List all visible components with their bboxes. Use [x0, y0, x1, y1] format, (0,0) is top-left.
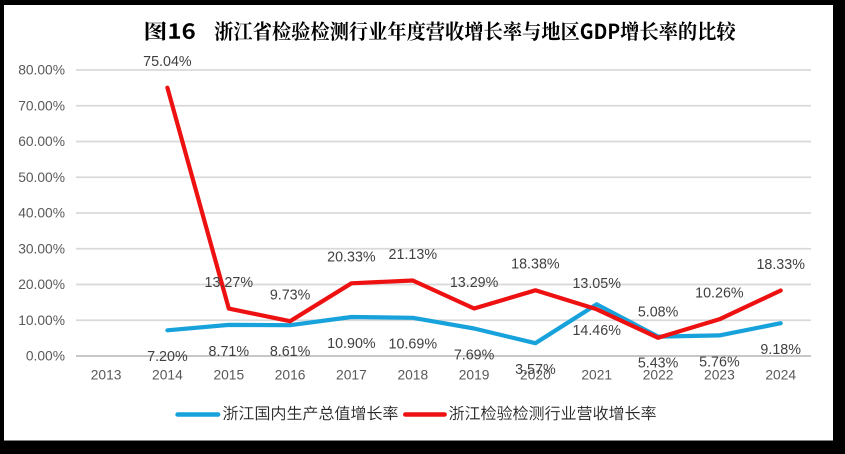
svg-text:2016: 2016: [275, 368, 306, 383]
svg-text:13.27%: 13.27%: [205, 275, 254, 291]
svg-text:40.00%: 40.00%: [18, 206, 65, 221]
svg-text:10.69%: 10.69%: [389, 337, 438, 353]
svg-text:80.00%: 80.00%: [18, 63, 65, 78]
svg-text:18.33%: 18.33%: [756, 257, 805, 273]
svg-text:5.76%: 5.76%: [699, 354, 740, 370]
svg-text:2023: 2023: [704, 368, 735, 383]
svg-text:21.13%: 21.13%: [389, 247, 438, 263]
svg-text:2014: 2014: [152, 368, 183, 383]
svg-text:70.00%: 70.00%: [18, 99, 65, 114]
svg-text:50.00%: 50.00%: [18, 170, 65, 185]
svg-text:10.26%: 10.26%: [695, 286, 744, 302]
svg-text:2020: 2020: [520, 368, 551, 383]
svg-text:7.20%: 7.20%: [147, 349, 188, 365]
svg-text:60.00%: 60.00%: [18, 134, 65, 149]
svg-text:5.43%: 5.43%: [638, 356, 679, 372]
svg-text:9.18%: 9.18%: [760, 342, 801, 358]
svg-text:8.71%: 8.71%: [209, 344, 250, 360]
svg-text:2015: 2015: [213, 368, 244, 383]
svg-text:75.04%: 75.04%: [143, 54, 192, 70]
svg-text:2013: 2013: [91, 368, 122, 383]
svg-text:5.08%: 5.08%: [638, 304, 679, 320]
svg-text:20.33%: 20.33%: [327, 250, 376, 266]
svg-text:30.00%: 30.00%: [18, 242, 65, 257]
svg-text:7.69%: 7.69%: [454, 347, 495, 363]
svg-text:2024: 2024: [765, 368, 796, 383]
svg-text:2018: 2018: [397, 368, 428, 383]
svg-text:2022: 2022: [643, 368, 674, 383]
svg-text:2019: 2019: [459, 368, 490, 383]
svg-text:13.29%: 13.29%: [450, 275, 499, 291]
svg-text:13.05%: 13.05%: [572, 276, 621, 292]
svg-text:10.90%: 10.90%: [327, 336, 376, 352]
svg-text:14.46%: 14.46%: [572, 323, 621, 339]
svg-text:2017: 2017: [336, 368, 367, 383]
svg-text:8.61%: 8.61%: [270, 344, 311, 360]
svg-text:20.00%: 20.00%: [18, 277, 65, 292]
svg-text:10.00%: 10.00%: [18, 313, 65, 328]
svg-text:2021: 2021: [581, 368, 612, 383]
svg-text:9.73%: 9.73%: [270, 288, 311, 304]
svg-text:18.38%: 18.38%: [511, 257, 560, 273]
svg-text:0.00%: 0.00%: [26, 349, 65, 364]
svg-text:3.57%: 3.57%: [515, 362, 556, 378]
